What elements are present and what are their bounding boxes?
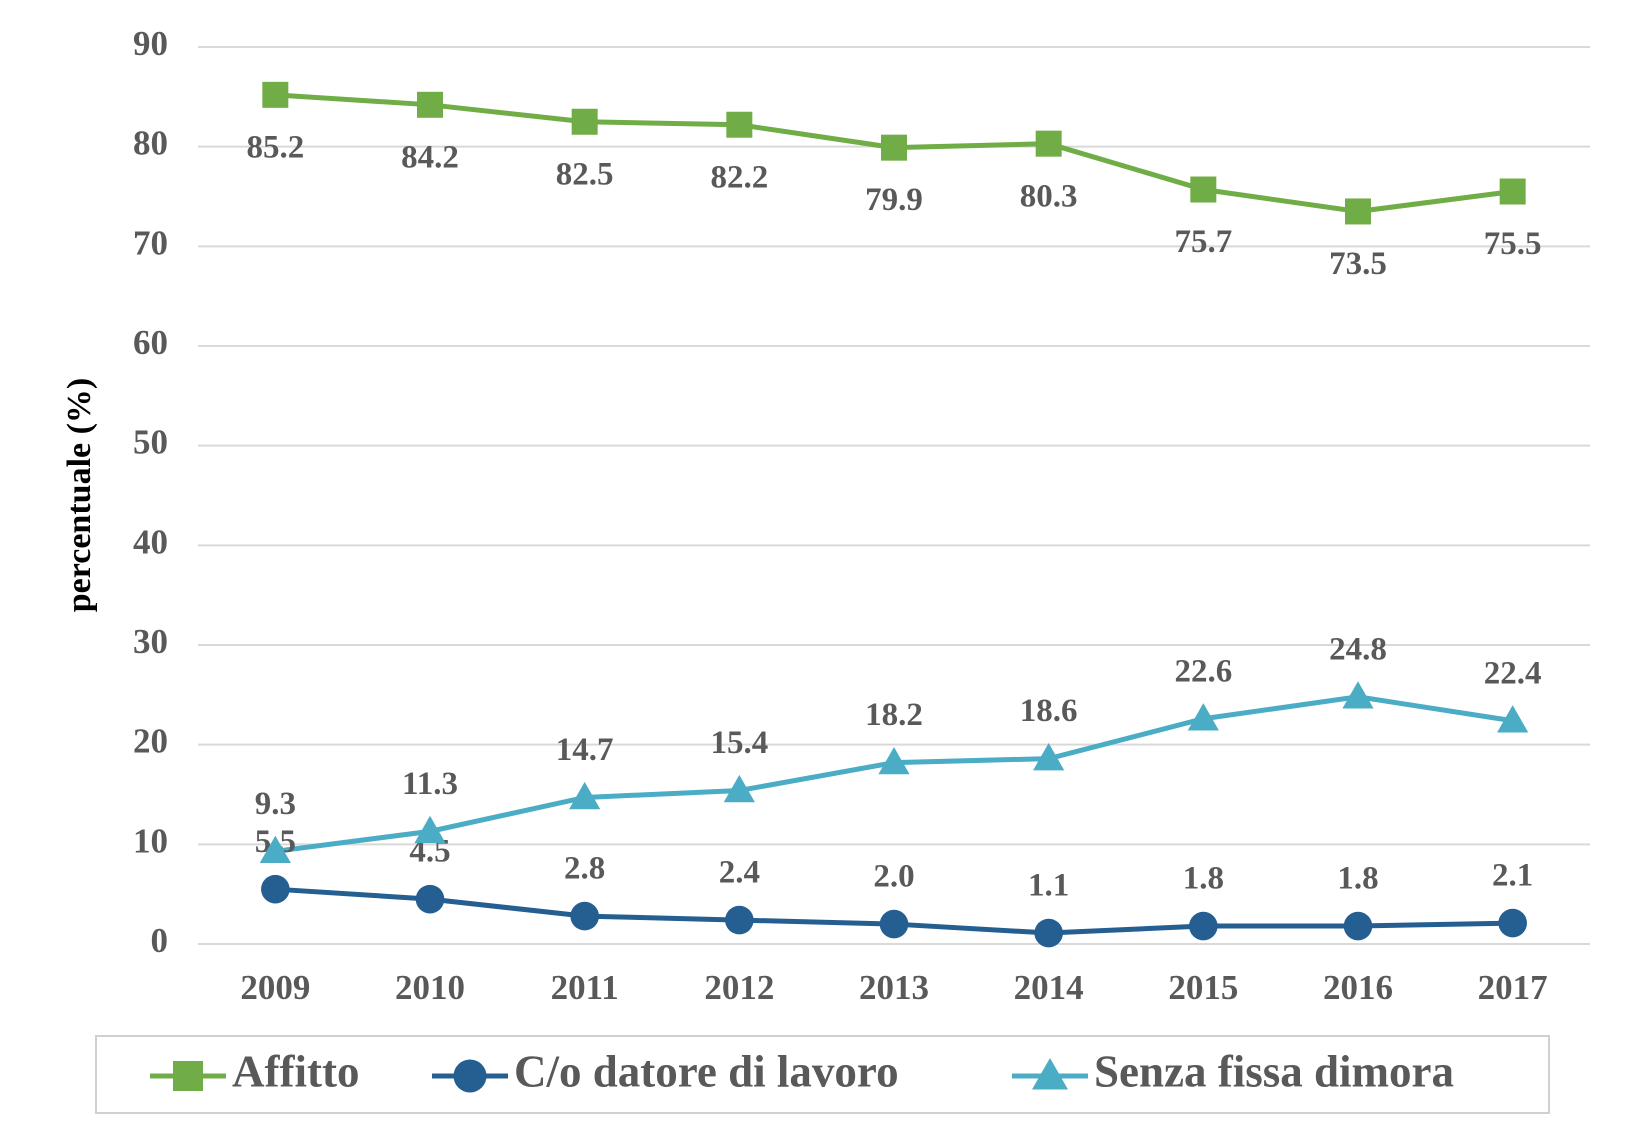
marker bbox=[878, 747, 910, 775]
data-label: 14.7 bbox=[556, 732, 614, 768]
data-label: 73.5 bbox=[1329, 246, 1387, 282]
data-label: 24.8 bbox=[1329, 631, 1387, 667]
data-label: 15.4 bbox=[710, 725, 768, 761]
marker bbox=[1343, 911, 1373, 941]
marker bbox=[1497, 705, 1529, 733]
marker bbox=[415, 884, 445, 914]
data-label: 2.4 bbox=[719, 855, 760, 891]
data-label: 22.4 bbox=[1484, 655, 1542, 691]
legend-label: Affitto bbox=[232, 1046, 359, 1096]
data-label: 1.8 bbox=[1183, 861, 1224, 897]
x-tick-label: 2013 bbox=[859, 968, 929, 1007]
y-tick-label: 50 bbox=[133, 423, 168, 462]
marker bbox=[261, 874, 290, 904]
data-label: 2.8 bbox=[564, 851, 605, 887]
y-axis-label: percentuale (%) bbox=[61, 378, 98, 612]
x-tick-label: 2015 bbox=[1168, 968, 1238, 1007]
legend-label: C/o datore di lavoro bbox=[514, 1046, 899, 1096]
marker bbox=[1345, 198, 1371, 225]
marker bbox=[259, 835, 291, 864]
marker bbox=[1189, 911, 1218, 941]
marker bbox=[1498, 908, 1527, 938]
data-label: 18.2 bbox=[865, 697, 923, 733]
y-tick-label: 10 bbox=[133, 821, 168, 860]
y-tick-label: 60 bbox=[133, 323, 168, 362]
data-label: 85.2 bbox=[246, 129, 304, 165]
data-label: 75.7 bbox=[1174, 224, 1232, 260]
data-label: 82.5 bbox=[556, 156, 614, 192]
marker bbox=[569, 781, 601, 810]
data-label: 22.6 bbox=[1174, 653, 1232, 689]
data-label: 18.6 bbox=[1020, 693, 1078, 729]
marker bbox=[725, 905, 754, 935]
marker bbox=[1499, 178, 1526, 205]
marker bbox=[173, 1061, 203, 1091]
marker bbox=[723, 774, 755, 803]
x-tick-label: 2011 bbox=[551, 968, 619, 1007]
y-tick-label: 40 bbox=[133, 522, 168, 561]
marker bbox=[1342, 681, 1374, 709]
marker bbox=[1033, 743, 1065, 771]
marker bbox=[453, 1059, 487, 1093]
y-tick-label: 30 bbox=[133, 622, 168, 661]
marker bbox=[570, 901, 599, 931]
marker bbox=[1034, 918, 1063, 948]
marker bbox=[1032, 1058, 1068, 1090]
marker bbox=[571, 108, 598, 135]
legend-label: Senza fissa dimora bbox=[1094, 1046, 1454, 1096]
data-label: 2.1 bbox=[1492, 858, 1533, 894]
data-label: 75.5 bbox=[1484, 226, 1542, 262]
data-label: 1.8 bbox=[1337, 861, 1378, 897]
x-tick-label: 2014 bbox=[1014, 968, 1084, 1007]
legend-box bbox=[95, 1035, 1550, 1114]
y-tick-label: 0 bbox=[151, 921, 169, 960]
marker bbox=[1187, 703, 1219, 731]
x-tick-label: 2016 bbox=[1323, 968, 1393, 1007]
marker bbox=[417, 91, 443, 118]
y-tick-label: 20 bbox=[133, 722, 168, 761]
marker bbox=[879, 909, 909, 939]
data-label: 82.2 bbox=[710, 159, 768, 195]
y-tick-label: 80 bbox=[133, 124, 168, 163]
data-label: 11.3 bbox=[402, 766, 458, 802]
marker bbox=[262, 81, 289, 108]
data-label: 1.1 bbox=[1028, 868, 1069, 904]
data-label: 84.2 bbox=[401, 139, 459, 175]
data-label: 9.3 bbox=[255, 786, 296, 822]
marker bbox=[1035, 130, 1062, 157]
marker bbox=[726, 111, 753, 138]
x-tick-label: 2017 bbox=[1478, 968, 1548, 1007]
y-tick-label: 90 bbox=[133, 24, 168, 63]
y-tick-label: 70 bbox=[133, 223, 168, 262]
marker bbox=[1190, 176, 1217, 203]
data-label: 79.9 bbox=[865, 182, 923, 218]
marker bbox=[414, 815, 446, 844]
data-label: 2.0 bbox=[873, 859, 914, 895]
x-tick-label: 2009 bbox=[240, 968, 310, 1007]
x-tick-label: 2010 bbox=[395, 968, 465, 1007]
x-tick-label: 2012 bbox=[704, 968, 774, 1007]
data-label: 80.3 bbox=[1020, 178, 1078, 214]
marker bbox=[881, 134, 907, 161]
